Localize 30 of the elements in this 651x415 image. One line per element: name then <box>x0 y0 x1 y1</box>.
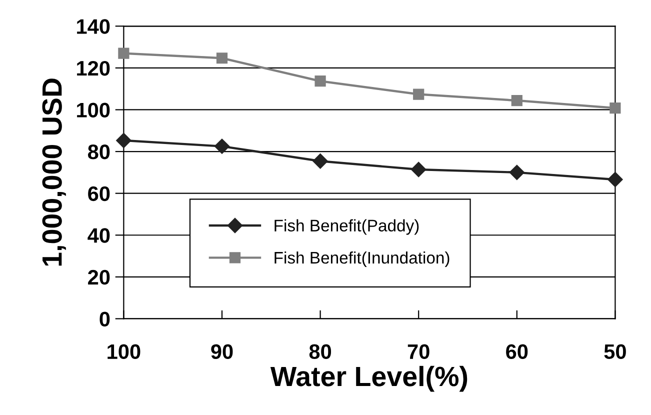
y-tick-label: 120 <box>77 60 110 76</box>
point <box>116 132 132 148</box>
point <box>511 94 522 106</box>
y-tick-label: 40 <box>88 228 110 243</box>
y-axis-title: 1,000,000 USD <box>42 78 66 266</box>
legend-label: Fish Benefit(Paddy) <box>274 219 419 235</box>
point <box>312 154 328 169</box>
x-axis-title: Water Level(%) <box>270 366 468 392</box>
x-tick-label: 80 <box>309 344 332 360</box>
y-tick-label: 140 <box>77 19 110 34</box>
point <box>411 162 426 178</box>
point <box>413 88 424 100</box>
point <box>509 164 524 180</box>
x-tick-label: 70 <box>408 344 430 360</box>
y-tick-label: 80 <box>88 144 110 160</box>
y-tick-label: 0 <box>100 312 110 326</box>
point <box>214 138 230 154</box>
y-tick-label: 100 <box>77 102 110 118</box>
point <box>608 172 623 188</box>
y-tick-label: 20 <box>88 270 110 285</box>
point <box>216 52 228 64</box>
x-tick-label: 100 <box>108 344 140 360</box>
x-tick-label: 90 <box>211 344 233 360</box>
point <box>118 48 130 59</box>
x-tick-label: 50 <box>604 344 626 360</box>
x-tick-label: 60 <box>506 344 528 360</box>
legend-label: Fish Benefit(Inundation) <box>274 251 450 267</box>
point <box>610 102 621 114</box>
y-tick-label: 60 <box>88 186 110 202</box>
point <box>314 76 326 87</box>
